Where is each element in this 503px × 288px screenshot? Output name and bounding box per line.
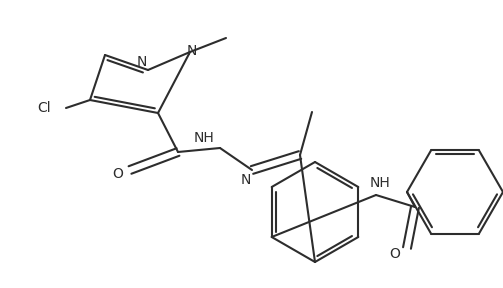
Text: NH: NH <box>194 131 214 145</box>
Text: N: N <box>137 55 147 69</box>
Text: N: N <box>241 173 251 187</box>
Text: N: N <box>187 44 197 58</box>
Text: O: O <box>389 247 400 261</box>
Text: O: O <box>113 167 123 181</box>
Text: Cl: Cl <box>37 101 51 115</box>
Text: NH: NH <box>370 176 390 190</box>
